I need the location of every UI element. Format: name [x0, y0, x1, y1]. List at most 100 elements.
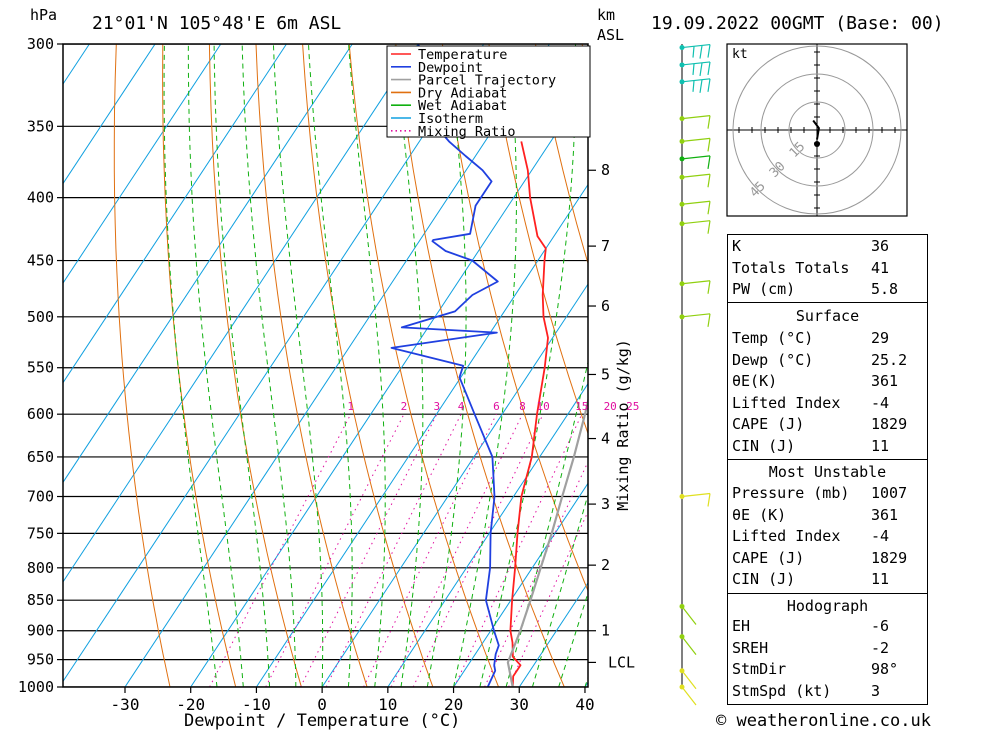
location-title: 21°01'N 105°48'E 6m ASL — [92, 13, 342, 34]
isotherm-line — [63, 44, 353, 484]
datetime-label: 19.09.2022 00GMT (Base: 00) — [651, 13, 944, 34]
wind-barb-flag — [707, 155, 711, 169]
dry-adiabat-line — [162, 44, 237, 687]
index-row: CAPE (J) 1829 — [728, 548, 927, 570]
index-label: Temp (°C) — [732, 329, 814, 347]
wet-adiabat-line — [453, 44, 517, 687]
km-tick-label: 6 — [601, 297, 610, 315]
index-row: StmDir 98° — [728, 659, 927, 681]
mixing-ratio-label: 8 — [519, 400, 526, 413]
wet-adiabat-line — [426, 44, 467, 687]
index-row: Dewp (°C) 25.2 — [728, 350, 927, 372]
wind-barb-flag — [707, 44, 711, 58]
index-value: 361 — [871, 372, 899, 390]
index-label: StmDir — [732, 660, 787, 678]
index-row: Temp (°C) 29 — [728, 328, 927, 350]
wind-barb — [681, 313, 711, 318]
most-unstable-box: Most Unstable Pressure (mb) 1007 θE (K) 361… — [727, 459, 928, 594]
wind-barb-flag — [707, 201, 711, 215]
pressure-tick-label: 300 — [27, 35, 54, 53]
index-label: CAPE (J) — [732, 548, 805, 567]
index-label: CAPE (J) — [732, 415, 805, 433]
mixing-ratio-label: 2 — [401, 400, 408, 413]
storm-motion-dot — [814, 141, 820, 147]
hodograph-ring — [732, 45, 902, 215]
wind-barb-flag — [707, 220, 711, 234]
pressure-tick-label: 650 — [27, 448, 54, 466]
index-value: 1829 — [871, 548, 908, 567]
wet-adiabat-line — [213, 44, 271, 687]
index-value: 36 — [871, 237, 890, 255]
wind-barb — [681, 686, 697, 706]
index-row: CIN (J) 11 — [728, 569, 927, 591]
index-label: Lifted Index — [732, 527, 841, 545]
index-value: 98° — [871, 660, 899, 678]
index-value: 1829 — [871, 415, 908, 433]
hodograph-index-title: Hodograph — [786, 597, 869, 615]
mixing-ratio-line — [325, 413, 462, 687]
mixing-ratio-label: 4 — [458, 400, 465, 413]
index-value: 5.8 — [871, 280, 899, 298]
km-tick-label: 4 — [601, 430, 610, 448]
mixing-ratio-label: 1 — [347, 400, 354, 413]
most-unstable-title: Most Unstable — [768, 463, 887, 481]
x-tick-label: 20 — [444, 695, 463, 714]
wind-barb-flag — [707, 115, 711, 129]
pressure-tick-label: 850 — [27, 591, 54, 609]
mixing-ratio-line — [363, 413, 497, 687]
wind-barb — [681, 155, 711, 160]
wet-adiabat-line — [394, 44, 424, 687]
dry-adiabat-line — [113, 44, 171, 687]
km-tick-label: 7 — [601, 237, 610, 255]
pressure-tick-label: 700 — [27, 488, 54, 506]
km-tick-label: 5 — [601, 365, 610, 383]
isotherm-line — [63, 44, 156, 185]
legend-label: Wet Adiabat — [418, 98, 507, 114]
wind-barb — [681, 115, 711, 120]
dry-adiabat-line — [302, 44, 434, 687]
km-asl-label: ASL — [597, 26, 625, 44]
wet-adiabat-line — [505, 360, 588, 687]
hodograph-trace — [812, 119, 820, 140]
wind-barb-flag — [707, 313, 711, 327]
wind-barb-flag — [707, 138, 711, 152]
index-label: PW (cm) — [732, 280, 796, 298]
hodograph-ring — [788, 101, 846, 159]
index-row: Lifted Index -4 — [728, 526, 927, 548]
km-tick-label: LCL — [608, 653, 635, 671]
isotherm-line — [190, 84, 588, 687]
wind-barb-flag — [692, 46, 695, 58]
pressure-tick-label: 350 — [27, 117, 54, 135]
hodograph-index-box: Hodograph EH -6 SREH -2 StmDir 98° StmSpd (kt)… — [727, 593, 928, 705]
wind-barb — [681, 137, 711, 142]
dry-adiabat-line — [535, 44, 588, 266]
pressure-tick-label: 750 — [27, 524, 54, 542]
x-tick-label: -10 — [242, 695, 271, 714]
index-value: 41 — [871, 258, 890, 277]
index-label: Dewp (°C) — [732, 350, 814, 369]
index-label: StmSpd (kt) — [732, 681, 832, 700]
km-tick-label: 2 — [601, 556, 610, 574]
index-label: K — [732, 237, 742, 255]
index-row: Lifted Index -4 — [728, 393, 927, 415]
wet-adiabat-line — [163, 44, 218, 687]
index-row: SREH -2 — [728, 638, 927, 660]
x-tick-label: 0 — [317, 695, 327, 714]
index-label: CIN (J) — [732, 436, 796, 455]
index-row: Totals Totals 41 — [728, 258, 927, 280]
index-value: -2 — [871, 638, 890, 657]
index-row: K 36 — [728, 236, 927, 258]
hodograph-index-table: EH -6 SREH -2 StmDir 98° StmSpd (kt) 3 — [728, 616, 927, 702]
wet-adiabat-line — [348, 44, 386, 687]
wind-barb — [681, 280, 711, 285]
pressure-tick-label: 950 — [27, 651, 54, 669]
parcel-trajectory-line — [506, 396, 588, 687]
wind-barb — [681, 606, 697, 625]
wind-barb — [681, 670, 697, 690]
copyright-label: © weatheronline.co.uk — [716, 711, 931, 731]
mixing-ratio-line — [265, 413, 405, 687]
index-value: 11 — [871, 436, 890, 455]
pressure-tick-label: 1000 — [18, 678, 54, 696]
km-tick-label: 1 — [601, 622, 610, 640]
isotherm-line — [255, 183, 588, 687]
